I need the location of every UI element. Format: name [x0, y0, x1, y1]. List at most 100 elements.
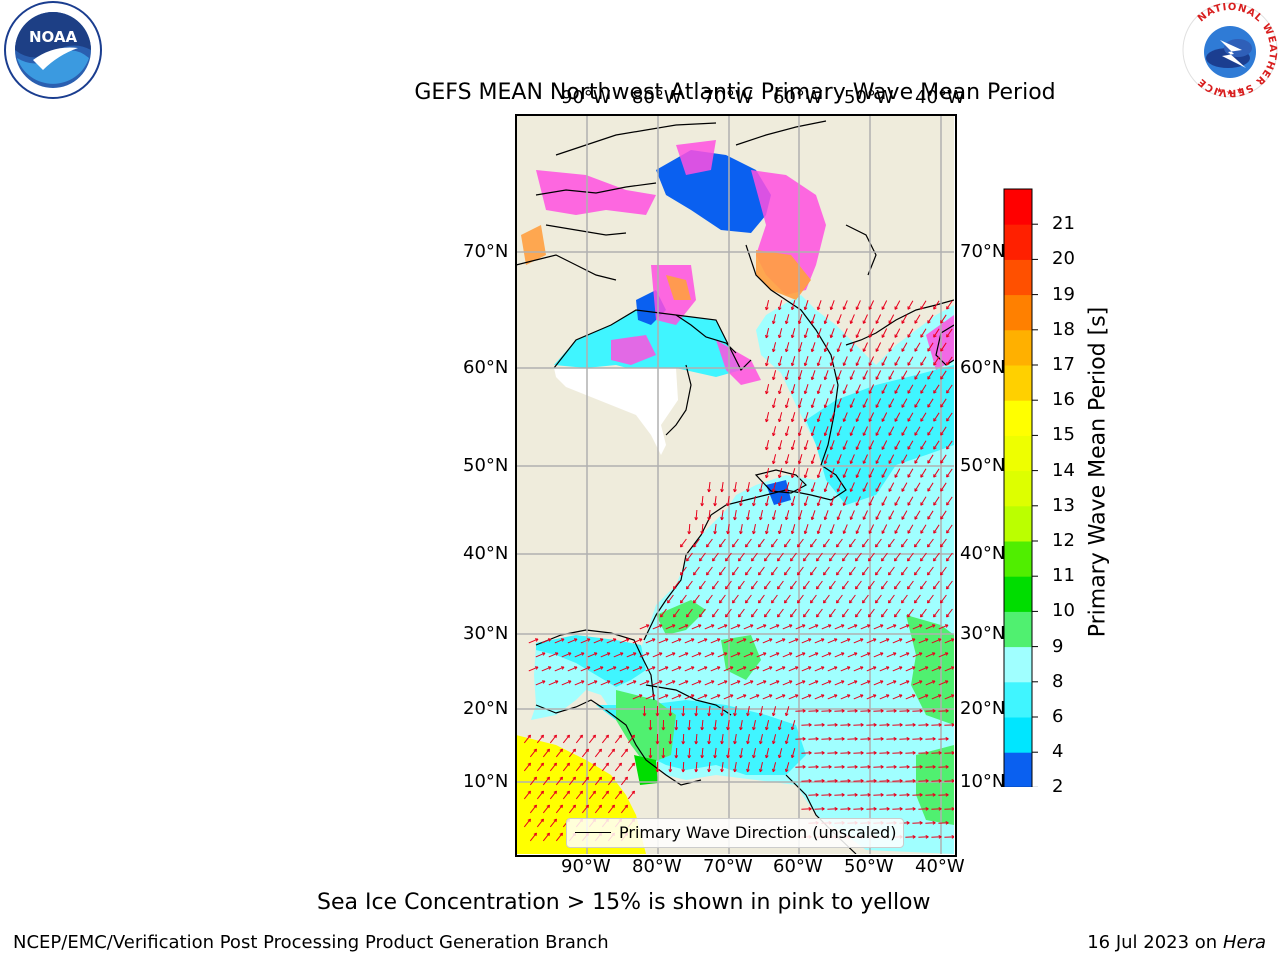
wave-arrow [736, 666, 747, 672]
wave-arrow-head [901, 601, 905, 604]
wave-arrow [879, 638, 890, 644]
wave-arrow [894, 356, 901, 366]
wave-arrow-head [777, 615, 781, 618]
wave-arrow-head [894, 615, 898, 618]
wave-arrow-head [843, 475, 847, 478]
wave-arrow-head [791, 755, 795, 759]
wave-arrow-head [784, 601, 788, 604]
wave-arrow-head [699, 559, 703, 562]
wave-arrow-head [791, 419, 795, 423]
wave-arrow [860, 652, 871, 658]
wave-arrow [798, 370, 803, 380]
wave-arrow-head [815, 708, 819, 712]
wave-arrow [706, 538, 713, 548]
wave-arrow [894, 468, 901, 478]
wave-arrow [824, 314, 829, 324]
wave-arrow [814, 666, 825, 672]
wave-arrow [788, 638, 799, 644]
wave-arrow-head [778, 419, 782, 423]
wave-arrow-head [932, 736, 936, 740]
wave-arrow-head [920, 615, 924, 618]
wave-arrow-head [759, 713, 763, 717]
wave-arrow-head [830, 307, 834, 311]
wave-arrow-head [940, 433, 944, 436]
wave-arrow-head [765, 335, 769, 339]
wave-arrow [693, 538, 700, 548]
wave-arrow-head [920, 475, 924, 478]
lon-label-bottom-40w: 40°W [915, 856, 965, 877]
wave-arrow-head [873, 778, 877, 782]
wave-arrow-head [880, 792, 884, 796]
wave-arrow-head [592, 790, 596, 793]
wave-arrow-head [727, 531, 730, 535]
wave-arrow [840, 666, 851, 672]
wave-arrow [901, 482, 908, 492]
wave-arrow [907, 580, 914, 590]
wave-arrow [888, 398, 895, 408]
wave-arrow [778, 496, 783, 506]
lat-label-left-40n: 40°N [463, 543, 509, 564]
wave-arrow [785, 734, 790, 744]
wave-arrow [762, 666, 773, 672]
wave-arrow-head [856, 335, 860, 338]
wave-arrow [762, 694, 773, 700]
wave-arrow [714, 719, 717, 731]
wave-arrow [574, 680, 585, 686]
wave-arrow-head [714, 727, 718, 731]
wave-arrow-head [855, 615, 859, 618]
wave-arrow [769, 652, 780, 658]
wave-arrow-head [830, 531, 834, 535]
wave-arrow-head [920, 587, 924, 590]
wave-arrow [712, 580, 719, 590]
wave-arrow-head [927, 489, 931, 492]
wave-arrow [824, 398, 829, 408]
wave-arrow [743, 652, 754, 658]
wave-arrow-head [863, 405, 867, 408]
wave-arrow [708, 509, 711, 521]
wave-arrow-head [785, 461, 789, 465]
wave-arrow [665, 680, 676, 686]
wave-arrow [905, 666, 916, 672]
colorbar-outline [1003, 188, 1033, 788]
wave-arrow [873, 624, 884, 630]
wave-arrow-head [940, 517, 944, 520]
wave-arrow-head [540, 734, 544, 737]
wave-arrow [907, 608, 914, 618]
wave-arrow-head [701, 755, 705, 759]
wave-arrow [804, 300, 809, 310]
wave-arrow-head [920, 559, 924, 562]
wave-arrow-head [869, 531, 872, 534]
wave-arrow-head [821, 806, 825, 810]
wave-arrow [712, 608, 719, 618]
wave-arrow [688, 719, 691, 731]
wave-arrow [894, 496, 901, 506]
wave-arrow [745, 566, 752, 576]
wave-arrow-head [946, 419, 950, 422]
wave-arrow [658, 694, 669, 700]
colorbar-segment [1004, 259, 1032, 296]
wave-arrow-head [598, 804, 602, 807]
wave-arrow [734, 734, 737, 744]
wave-arrow [658, 638, 669, 644]
wave-arrow [682, 733, 685, 745]
wave-arrow [836, 538, 843, 548]
wave-arrow-head [843, 419, 847, 422]
wave-arrow-head [611, 804, 615, 807]
wave-arrow-head [791, 307, 795, 311]
wave-arrow-head [734, 713, 737, 717]
wave-arrow-head [946, 335, 950, 338]
wave-arrow [536, 762, 544, 772]
wave-arrow-head [533, 748, 537, 751]
wave-arrow [925, 624, 936, 630]
wave-arrow-head [946, 503, 950, 506]
footer-date: 16 Jul 2023 on Hera [1087, 932, 1266, 953]
wave-arrow-head [940, 349, 944, 352]
wave-arrow-head [688, 727, 692, 731]
wave-arrow-head [686, 615, 690, 618]
wave-arrow-head [881, 363, 885, 366]
wave-arrow-head [719, 573, 723, 576]
wave-arrow-head [912, 778, 916, 782]
wave-arrow-head [907, 447, 911, 450]
wave-arrow-head [862, 601, 866, 604]
wave-arrow-head [886, 722, 890, 726]
